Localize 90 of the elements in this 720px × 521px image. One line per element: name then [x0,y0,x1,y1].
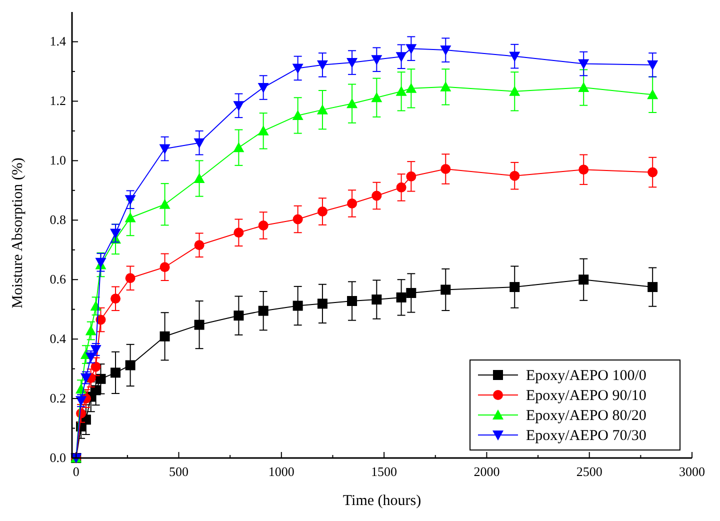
point [85,325,96,336]
point [233,101,244,112]
point [509,52,520,62]
point [110,294,121,304]
point [396,86,407,96]
point [234,310,244,321]
point [406,82,417,93]
point [316,60,328,70]
point [578,164,589,175]
point [440,164,451,174]
point [578,82,590,92]
point [194,320,204,330]
point [440,284,451,295]
y-tick-label: 0.2 [50,390,66,406]
point [371,92,382,102]
point [510,282,520,292]
point [406,288,416,298]
point [159,198,170,209]
point [440,81,452,92]
point [258,306,268,316]
x-tick-label: 2500 [576,464,602,479]
point [578,59,590,70]
point [90,362,101,372]
point [347,198,358,208]
point [316,104,328,114]
point [258,220,268,230]
y-tick-label: 0.8 [50,212,66,228]
point [194,138,205,148]
point [159,144,170,154]
point [292,214,303,224]
point [76,384,87,394]
point [371,55,382,66]
point [510,170,520,181]
legend-label: Epoxy/AEPO 70/30 [526,428,646,444]
point [96,374,106,384]
point [258,83,269,94]
point [396,292,406,302]
point [372,294,382,305]
point [648,282,658,292]
x-tick-label: 0 [72,464,80,479]
point [110,228,122,239]
point [346,58,358,68]
y-tick-label: 1.0 [50,152,66,168]
x-tick-label: 500 [169,464,189,479]
point [90,385,101,396]
point [194,240,204,250]
point [396,52,407,62]
point [124,195,136,206]
y-tick-label: 1.2 [50,93,66,108]
point [406,44,417,54]
y-tick-label: 0.6 [50,272,66,287]
point [509,86,520,96]
point [372,190,382,201]
point [648,167,658,178]
point [76,396,87,406]
point [110,368,121,378]
point [234,228,244,238]
y-tick-label: 0.0 [50,450,66,465]
x-tick-label: 3000 [679,464,705,479]
legend-label: Epoxy/AEPO 90/10 [526,388,646,404]
point [347,296,358,306]
point [647,89,658,100]
point [406,171,416,182]
point [647,60,658,70]
legend-label: Epoxy/AEPO 80/20 [526,408,646,424]
point [317,206,328,217]
point [292,300,303,311]
point [440,46,452,56]
y-tick-label: 0.4 [50,331,66,346]
point [194,173,205,184]
x-axis-title: Time (hours) [342,493,422,509]
legend-label: Epoxy/AEPO 100/0 [526,368,646,384]
point [346,98,358,108]
x-tick-label: 2000 [474,464,500,479]
point [160,262,170,272]
point [578,274,589,285]
x-tick-label: 1000 [268,464,294,479]
point [233,142,244,152]
point [124,212,136,222]
point [125,360,136,370]
point [125,273,136,284]
point [317,298,328,309]
point [292,110,304,120]
point [292,64,304,74]
point [258,125,269,136]
point [160,331,170,342]
y-axis-title: Moisture Absorption (%) [10,158,26,308]
x-tick-label: 1500 [371,464,398,479]
y-tick-label: 1.4 [50,34,66,49]
point [396,182,406,192]
